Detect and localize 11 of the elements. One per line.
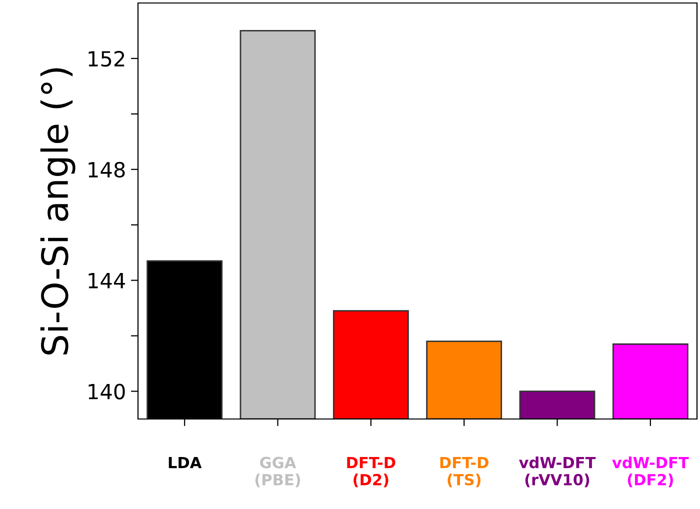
y-tick-label: 148: [88, 162, 125, 178]
x-tick-label: vdW-DFT (DF2): [612, 456, 689, 488]
x-tick-label: LDA: [168, 456, 202, 468]
y-tick-label: 140: [88, 384, 125, 400]
x-tick-label: vdW-DFT (rVV10): [519, 456, 596, 488]
x-tick-label: DFT-D (TS): [440, 456, 488, 488]
y-tick-label: 152: [88, 50, 124, 67]
x-tick-label: DFT-D (D2): [347, 456, 396, 488]
x-tick-label: GGA (PBE): [255, 456, 300, 488]
y-tick-label: 144: [88, 273, 126, 288]
y-axis-title: Si-O-Si angle (°): [40, 68, 76, 354]
